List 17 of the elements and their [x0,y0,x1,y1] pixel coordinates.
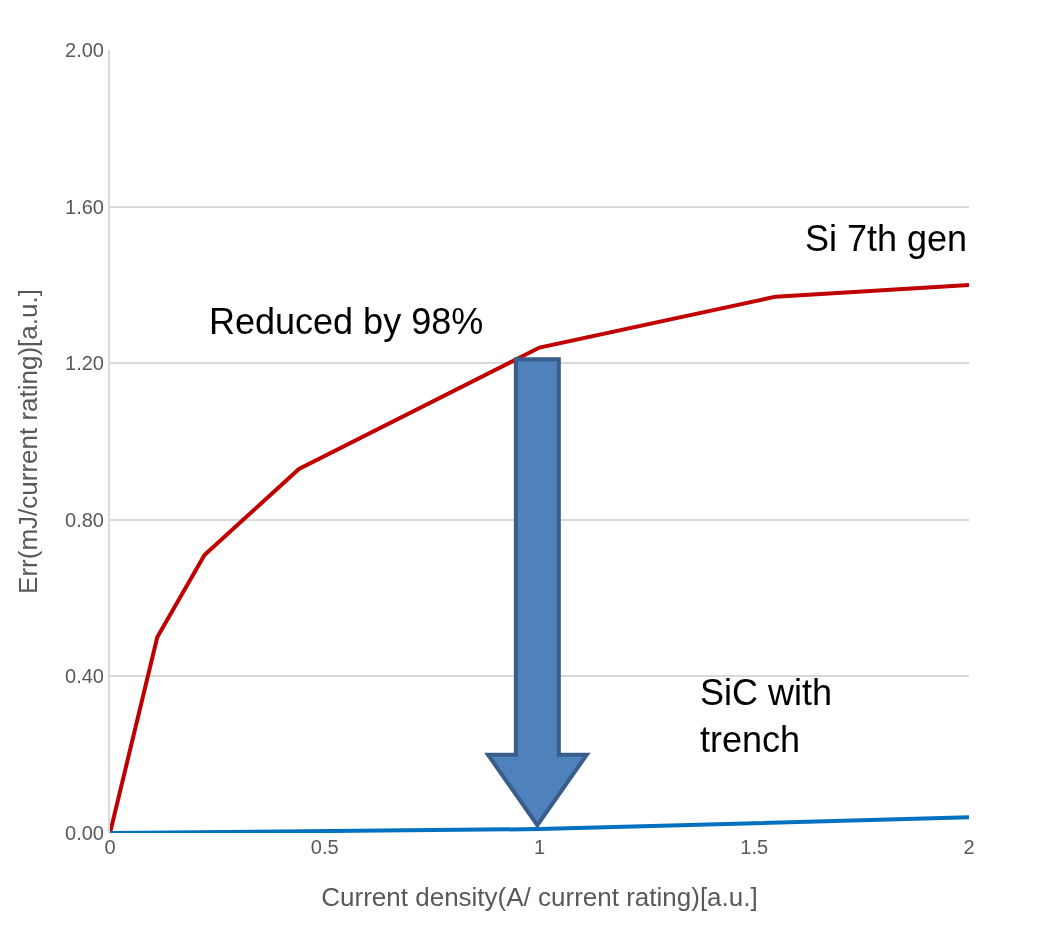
y-tick-label: 1.20 [65,352,104,375]
x-tick-label: 0.5 [310,836,339,858]
series-label: Si 7th gen [805,218,968,259]
y-axis-title: Err(mJ/current rating)[a.u.] [12,289,43,594]
x-axis-title: Current density(A/ current rating)[a.u.] [321,881,758,912]
y-tick-label: 2.00 [65,39,104,61]
x-tick-label: 1.5 [740,836,769,858]
y-tick-label: 1.60 [65,195,104,218]
y-tick-label: 0.80 [65,508,104,531]
y-tick-label: 0.40 [65,665,104,688]
x-tick-label: 2 [963,836,975,858]
line-series [110,282,969,833]
annotation: Reduced by 98% [209,301,484,342]
y-tick-label: 0.00 [65,822,104,844]
series-label: SiC with trench [700,672,833,760]
x-tick-label: 1 [533,836,546,858]
x-tick-label: 0 [104,836,116,858]
